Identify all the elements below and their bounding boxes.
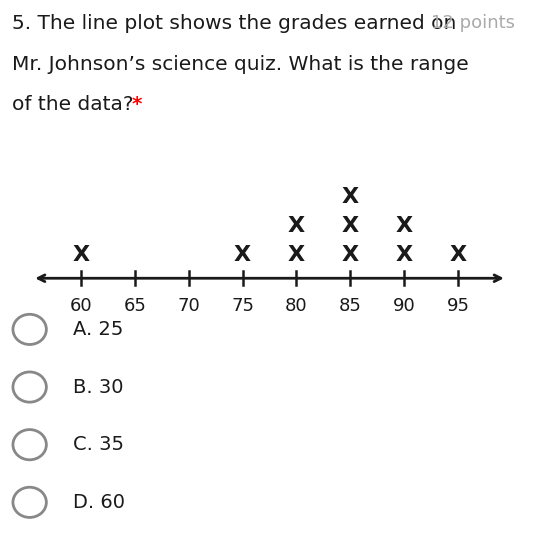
Text: C. 35: C. 35	[73, 435, 124, 454]
Text: 75: 75	[231, 297, 254, 315]
Text: 12 points: 12 points	[431, 14, 515, 32]
Text: B. 30: B. 30	[73, 378, 123, 396]
Text: D. 60: D. 60	[73, 493, 125, 512]
Text: X: X	[342, 216, 359, 237]
Text: 65: 65	[123, 297, 146, 315]
Text: 85: 85	[339, 297, 362, 315]
Text: X: X	[288, 216, 305, 237]
Text: 60: 60	[70, 297, 92, 315]
Text: X: X	[396, 216, 413, 237]
Text: 70: 70	[177, 297, 200, 315]
Text: *: *	[132, 95, 142, 114]
Text: X: X	[72, 245, 89, 265]
Text: X: X	[342, 187, 359, 208]
Text: 80: 80	[285, 297, 308, 315]
Text: X: X	[396, 245, 413, 265]
Text: X: X	[234, 245, 251, 265]
Text: X: X	[450, 245, 467, 265]
Text: of the data?: of the data?	[12, 95, 133, 114]
Text: 95: 95	[447, 297, 469, 315]
Text: Mr. Johnson’s science quiz. What is the range: Mr. Johnson’s science quiz. What is the …	[12, 55, 468, 74]
Text: A. 25: A. 25	[73, 320, 123, 339]
Text: X: X	[288, 245, 305, 265]
Text: 90: 90	[393, 297, 416, 315]
Text: X: X	[342, 245, 359, 265]
Text: 5. The line plot shows the grades earned on: 5. The line plot shows the grades earned…	[12, 14, 456, 33]
